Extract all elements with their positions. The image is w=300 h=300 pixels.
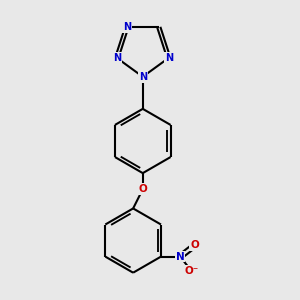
Text: N: N bbox=[113, 53, 121, 63]
Text: O⁻: O⁻ bbox=[184, 266, 199, 276]
Text: N: N bbox=[123, 22, 131, 32]
Text: N: N bbox=[139, 72, 147, 82]
Text: O: O bbox=[138, 184, 147, 194]
Text: N: N bbox=[176, 252, 184, 262]
Text: O: O bbox=[190, 240, 199, 250]
Text: N: N bbox=[165, 53, 173, 63]
